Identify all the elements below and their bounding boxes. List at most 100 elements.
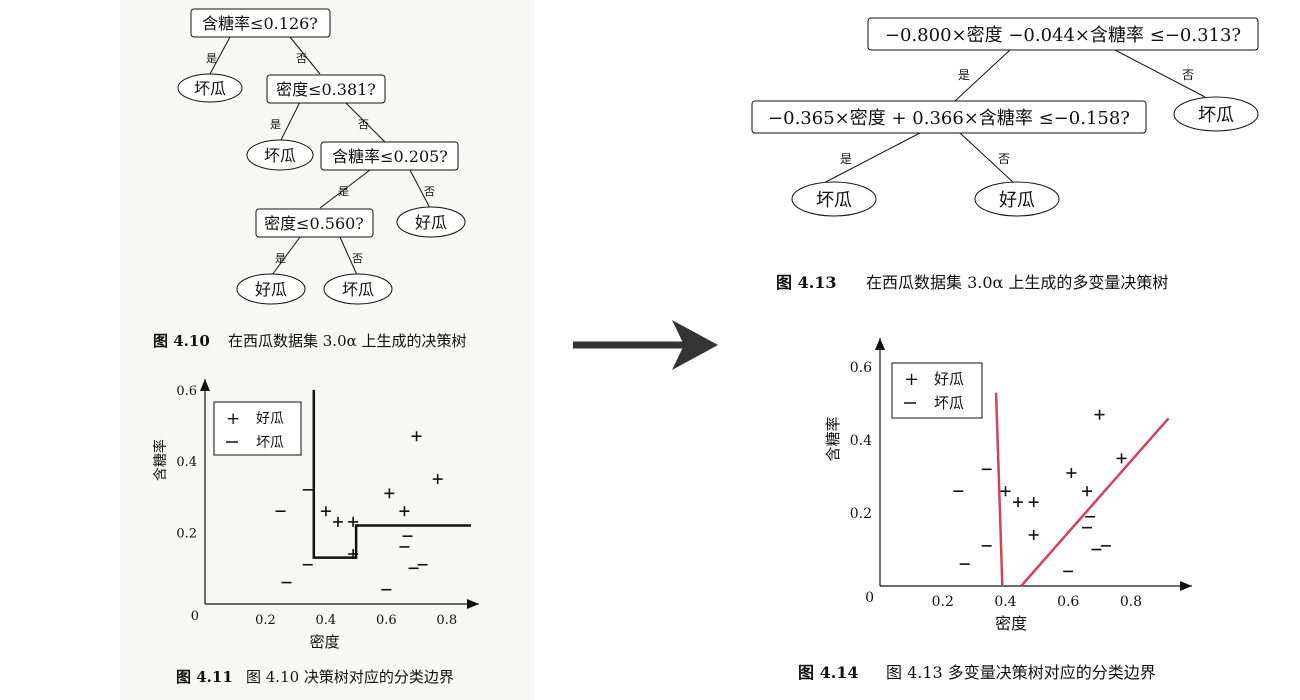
y-tick-label: 0.6 xyxy=(850,360,872,376)
edge-no-2: 否 xyxy=(358,118,369,131)
fig-4-10-caption-label: 图 4.10 xyxy=(153,332,210,350)
fig-4-10-caption-text: 在西瓜数据集 3.0α 上生成的决策树 xyxy=(228,332,467,350)
fig-4-13-caption: 图 4.13 在西瓜数据集 3.0α 上生成的多变量决策树 xyxy=(776,273,1168,292)
x-tick-label: 0.2 xyxy=(932,594,954,610)
good-melon-point xyxy=(1000,486,1011,497)
leaf-bad-1-label: 坏瓜 xyxy=(194,79,226,98)
x-tick-label: 0.6 xyxy=(376,613,397,628)
fig-4-14-caption-text: 图 4.13 多变量决策树对应的分类边界 xyxy=(886,663,1156,682)
good-melon-point xyxy=(1066,467,1077,478)
leaf-bad-root-label: 坏瓜 xyxy=(1198,105,1234,126)
good-melon-point xyxy=(320,506,331,517)
leaf-good-1 xyxy=(396,206,466,238)
good-melon-point xyxy=(1082,486,1093,497)
y-tick-label: 0.4 xyxy=(176,455,197,470)
edge-no-4: 否 xyxy=(352,252,363,265)
leaf-good-2-label: 好瓜 xyxy=(255,280,287,299)
node-sugar-0126 xyxy=(190,8,331,38)
legend-bad-label: 坏瓜 xyxy=(256,435,284,451)
x-axis-arrowhead xyxy=(467,599,479,609)
leaf-bad-root xyxy=(1173,96,1259,132)
good-melon-point xyxy=(1116,453,1127,464)
x-tick-label: 0.4 xyxy=(316,613,337,628)
leaf-good-2 xyxy=(236,273,306,305)
fig-4-13-caption-text: 在西瓜数据集 3.0α 上生成的多变量决策树 xyxy=(866,273,1168,292)
good-melon-point xyxy=(1094,409,1105,420)
edge-yes-1: 是 xyxy=(206,52,217,65)
edge-yes-2: 是 xyxy=(270,118,281,131)
node-density-0381-label: 密度≤0.381? xyxy=(276,80,376,99)
leaf-good-1-label: 好瓜 xyxy=(415,213,447,232)
legend-plus-icon: + xyxy=(904,369,919,390)
fig-4-11-caption: 图 4.11 图 4.10 决策树对应的分类边界 xyxy=(176,668,454,686)
legend-plus-icon: + xyxy=(226,409,240,429)
leaf-bad-3 xyxy=(323,273,393,305)
leaf-bad-child-label: 坏瓜 xyxy=(816,190,852,211)
fig-4-10-caption: 图 4.10 在西瓜数据集 3.0α 上生成的决策树 xyxy=(153,332,467,350)
edge-yes-4: 是 xyxy=(275,252,286,265)
transition-arrow xyxy=(573,320,718,370)
node-child-linear-label: −0.365×密度 + 0.366×含糖率 ≤−0.158? xyxy=(768,108,1130,129)
x-tick-label: 0.2 xyxy=(255,613,276,628)
good-melon-point xyxy=(332,516,343,527)
edge-yes-child: 是 xyxy=(840,152,852,166)
oblique-boundary-1 xyxy=(994,392,1004,587)
node-child-linear xyxy=(751,100,1147,134)
left-page-scan xyxy=(120,0,535,700)
edge-no-3: 否 xyxy=(424,185,435,198)
node-density-0381 xyxy=(266,74,386,104)
good-melon-point xyxy=(399,506,410,517)
edge-no-1: 否 xyxy=(296,52,307,65)
node-density-0560 xyxy=(255,208,374,238)
fig-4-10-edge-labels: 是 否 是 否 是 否 是 否 xyxy=(206,52,435,265)
node-root-linear-label: −0.800×密度 −0.044×含糖率 ≤−0.313? xyxy=(885,25,1241,46)
y-axis-label: 含糖率 xyxy=(152,439,169,481)
node-sugar-0126-label: 含糖率≤0.126? xyxy=(202,14,318,33)
y-axis-label: 含糖率 xyxy=(824,417,842,462)
edge-no-root: 否 xyxy=(1182,68,1194,82)
x-tick-label: 0.4 xyxy=(994,594,1016,610)
good-melon-point xyxy=(348,516,359,527)
y-axis-arrowhead xyxy=(200,379,210,391)
fig-4-13-tree xyxy=(819,49,1206,186)
good-melon-point xyxy=(384,488,395,499)
legend-good-label: 好瓜 xyxy=(934,370,964,388)
edge-yes-3: 是 xyxy=(338,185,349,198)
fig-4-10-tree xyxy=(209,36,431,276)
x-axis-arrowhead xyxy=(1180,581,1192,591)
x-tick-label: 0.8 xyxy=(1120,594,1142,610)
fig-4-13-nodes: −0.800×密度 −0.044×含糖率 ≤−0.313? −0.365×密度 … xyxy=(751,17,1259,217)
legend-bad-label: 坏瓜 xyxy=(934,394,964,412)
y-axis-arrowhead xyxy=(875,338,885,350)
fig-4-14-caption: 图 4.14 图 4.13 多变量决策树对应的分类边界 xyxy=(798,663,1156,682)
fig-4-11-caption-text: 图 4.10 决策树对应的分类边界 xyxy=(246,668,454,686)
node-sugar-0205 xyxy=(320,141,459,171)
leaf-bad-2 xyxy=(246,139,314,171)
good-melon-point xyxy=(1013,497,1024,508)
good-melon-point xyxy=(1028,529,1039,540)
leaf-good-child xyxy=(974,181,1060,217)
fig-4-10-nodes: 含糖率≤0.126? 坏瓜 密度≤0.381? 坏瓜 含糖率≤0.205? 密度… xyxy=(177,8,466,305)
leaf-bad-child xyxy=(791,181,877,217)
good-melon-point xyxy=(411,431,422,442)
leaf-good-child-label: 好瓜 xyxy=(999,190,1035,211)
decision-boundary xyxy=(312,389,471,559)
legend-good-label: 好瓜 xyxy=(256,411,284,427)
node-density-0560-label: 密度≤0.560? xyxy=(264,214,364,233)
y-tick-label: 0.2 xyxy=(176,527,197,542)
leaf-bad-2-label: 坏瓜 xyxy=(264,146,296,165)
y-tick-label: 0.6 xyxy=(176,384,197,399)
x-axis-label: 密度 xyxy=(995,614,1027,633)
legend-box xyxy=(891,362,983,419)
x-axis-label: 密度 xyxy=(310,633,340,651)
fig-4-11-caption-label: 图 4.11 xyxy=(176,668,233,686)
y-tick-label: 0.4 xyxy=(850,433,872,449)
origin-label: 0 xyxy=(865,590,874,606)
leaf-bad-1 xyxy=(177,73,243,103)
legend-box xyxy=(213,401,302,456)
